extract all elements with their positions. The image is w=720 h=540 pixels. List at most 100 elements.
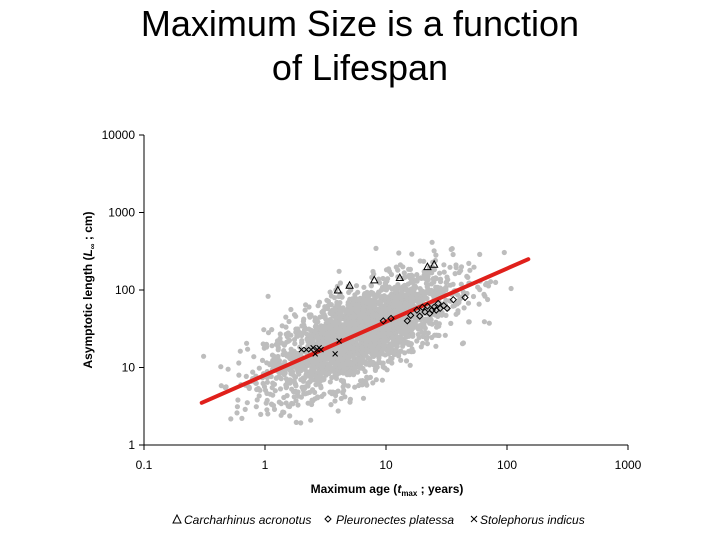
cloud-point bbox=[399, 330, 405, 336]
cloud-point bbox=[452, 271, 458, 277]
cloud-point bbox=[356, 382, 362, 389]
cloud-point bbox=[308, 417, 314, 423]
cloud-point bbox=[260, 341, 266, 347]
cloud-point bbox=[265, 330, 272, 336]
cloud-point bbox=[372, 349, 378, 355]
cloud-point bbox=[441, 288, 447, 294]
cloud-point bbox=[323, 316, 329, 322]
cloud-point bbox=[218, 383, 224, 389]
cloud-point bbox=[475, 284, 481, 290]
cloud-point bbox=[337, 326, 343, 332]
cloud-point bbox=[310, 337, 316, 343]
cloud-point bbox=[324, 365, 330, 372]
x-tick-label: 1000 bbox=[615, 458, 642, 472]
cloud-point bbox=[404, 327, 410, 333]
x-marker bbox=[318, 346, 324, 353]
cloud-point bbox=[368, 282, 374, 288]
cloud-point bbox=[477, 251, 483, 257]
cloud-point bbox=[401, 270, 407, 276]
cloud-point bbox=[394, 296, 401, 302]
legend-diamond-icon bbox=[324, 515, 332, 523]
cloud-point bbox=[355, 289, 361, 295]
cloud-point bbox=[388, 321, 394, 327]
triangle-marker bbox=[345, 280, 354, 289]
cloud-point bbox=[360, 357, 366, 363]
x-marker bbox=[298, 346, 305, 353]
cloud-point bbox=[399, 320, 405, 326]
cloud-point bbox=[281, 341, 287, 347]
cloud-point bbox=[344, 372, 350, 378]
cloud-point bbox=[370, 380, 376, 386]
cloud-point bbox=[299, 340, 305, 346]
cloud-point bbox=[352, 384, 358, 390]
cloud-point bbox=[306, 372, 312, 378]
cloud-point bbox=[455, 292, 461, 298]
cloud-point bbox=[277, 335, 283, 341]
cloud-point bbox=[360, 323, 366, 329]
cloud-point bbox=[404, 303, 410, 309]
cloud-point bbox=[362, 352, 368, 358]
cloud-point bbox=[493, 279, 499, 285]
cloud-point bbox=[281, 348, 287, 354]
cloud-point bbox=[416, 326, 422, 332]
cloud-point bbox=[349, 339, 355, 345]
cloud-point bbox=[431, 248, 437, 254]
cloud-point bbox=[373, 312, 379, 318]
x-marker bbox=[336, 338, 343, 344]
cloud-point bbox=[314, 376, 320, 382]
cloud-point bbox=[307, 314, 313, 320]
cloud-point bbox=[259, 357, 266, 363]
cloud-point bbox=[412, 283, 418, 289]
cloud-point bbox=[251, 354, 257, 360]
cloud-point bbox=[371, 343, 377, 349]
cloud-point bbox=[225, 366, 231, 372]
cloud-point bbox=[335, 408, 341, 414]
cloud-point bbox=[397, 304, 403, 310]
cloud-point bbox=[337, 280, 343, 286]
cloud-point bbox=[394, 343, 400, 349]
diamond-marker bbox=[430, 303, 438, 311]
cloud-point bbox=[435, 284, 441, 290]
cloud-point bbox=[322, 353, 328, 359]
cloud-point bbox=[237, 348, 243, 354]
cloud-point bbox=[218, 364, 224, 370]
cloud-point bbox=[298, 420, 304, 426]
cloud-point bbox=[315, 369, 321, 375]
cloud-point bbox=[458, 281, 464, 287]
cloud-point bbox=[364, 374, 370, 380]
cloud-point bbox=[428, 290, 434, 296]
cloud-point bbox=[360, 336, 366, 342]
cloud-point bbox=[414, 316, 420, 322]
cloud-point bbox=[481, 319, 487, 325]
cloud-point bbox=[292, 341, 298, 347]
cloud-point bbox=[329, 375, 335, 381]
cloud-point bbox=[364, 293, 371, 299]
cloud-point bbox=[263, 400, 269, 406]
cloud-point bbox=[332, 362, 338, 368]
cloud-point bbox=[273, 357, 279, 363]
cloud-point bbox=[365, 310, 371, 316]
cloud-point bbox=[353, 296, 359, 302]
cloud-point bbox=[336, 268, 342, 274]
x-marker bbox=[312, 350, 319, 357]
cloud-point bbox=[395, 267, 401, 273]
cloud-point bbox=[277, 331, 283, 337]
cloud-point bbox=[384, 343, 390, 349]
cloud-point bbox=[453, 265, 459, 271]
cloud-point bbox=[244, 400, 250, 406]
cloud-point bbox=[270, 402, 277, 409]
cloud-point bbox=[349, 296, 355, 302]
cloud-point bbox=[367, 374, 373, 380]
cloud-point bbox=[293, 419, 299, 425]
cloud-point bbox=[339, 331, 345, 337]
cloud-point bbox=[408, 289, 414, 295]
cloud-point bbox=[294, 366, 300, 372]
cloud-point bbox=[348, 360, 354, 366]
cloud-point bbox=[286, 337, 293, 343]
cloud-point bbox=[345, 357, 351, 363]
cloud-point bbox=[383, 338, 389, 344]
cloud-point bbox=[297, 344, 303, 350]
cloud-point bbox=[268, 373, 274, 380]
background-point-cloud bbox=[201, 239, 514, 426]
x-tick-label: 100 bbox=[497, 458, 517, 472]
